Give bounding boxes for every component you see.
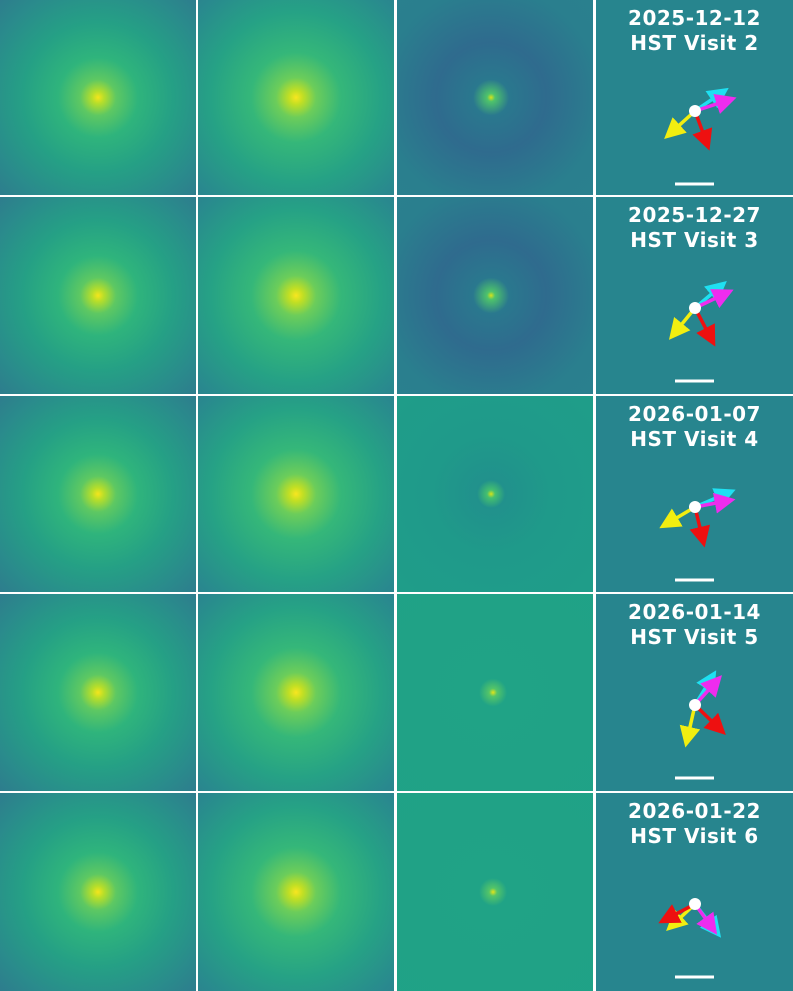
image-panel: [0, 396, 196, 592]
visit-label: HST Visit 4: [630, 427, 759, 451]
model-panel: [198, 197, 394, 394]
date-label: 2025-12-27: [628, 203, 761, 227]
info-panel: 2026-01-22 HST Visit 6: [596, 793, 793, 991]
orientation-diagram: [668, 280, 734, 383]
date-label: 2026-01-07: [628, 402, 761, 426]
date-label: 2026-01-14: [628, 600, 761, 624]
residual-panel: [397, 396, 593, 592]
model-panel: [198, 793, 394, 991]
residual-panel: [397, 594, 593, 791]
target-dot: [689, 302, 701, 314]
visit-label: HST Visit 6: [630, 824, 759, 848]
target-dot: [689, 501, 701, 513]
image-panel: [0, 793, 196, 991]
info-panel: 2025-12-12 HST Visit 2: [596, 0, 793, 195]
model-panel: [198, 594, 394, 791]
target-dot: [689, 898, 701, 910]
residual-panel: [397, 793, 593, 991]
date-label: 2025-12-12: [628, 6, 761, 30]
info-panel: 2026-01-14 HST Visit 5: [596, 594, 793, 791]
orientation-diagram: [658, 898, 722, 979]
orientation-diagram: [659, 488, 736, 582]
image-panel: [0, 197, 196, 394]
residual-panel: [397, 197, 593, 394]
target-dot: [689, 699, 701, 711]
visit-label: HST Visit 2: [630, 31, 759, 55]
model-panel: [198, 0, 394, 195]
visit-label: HST Visit 5: [630, 625, 759, 649]
orientation-diagram: [675, 670, 726, 780]
info-panel: 2026-01-07 HST Visit 4: [596, 396, 793, 592]
residual-panel: [397, 0, 593, 195]
image-panel: [0, 594, 196, 791]
visit-label: HST Visit 3: [630, 228, 759, 252]
info-panel: 2025-12-27 HST Visit 3: [596, 197, 793, 394]
image-panel: [0, 0, 196, 195]
date-label: 2026-01-22: [628, 799, 761, 823]
model-panel: [198, 396, 394, 592]
orientation-diagram: [664, 87, 737, 186]
target-dot: [689, 105, 701, 117]
